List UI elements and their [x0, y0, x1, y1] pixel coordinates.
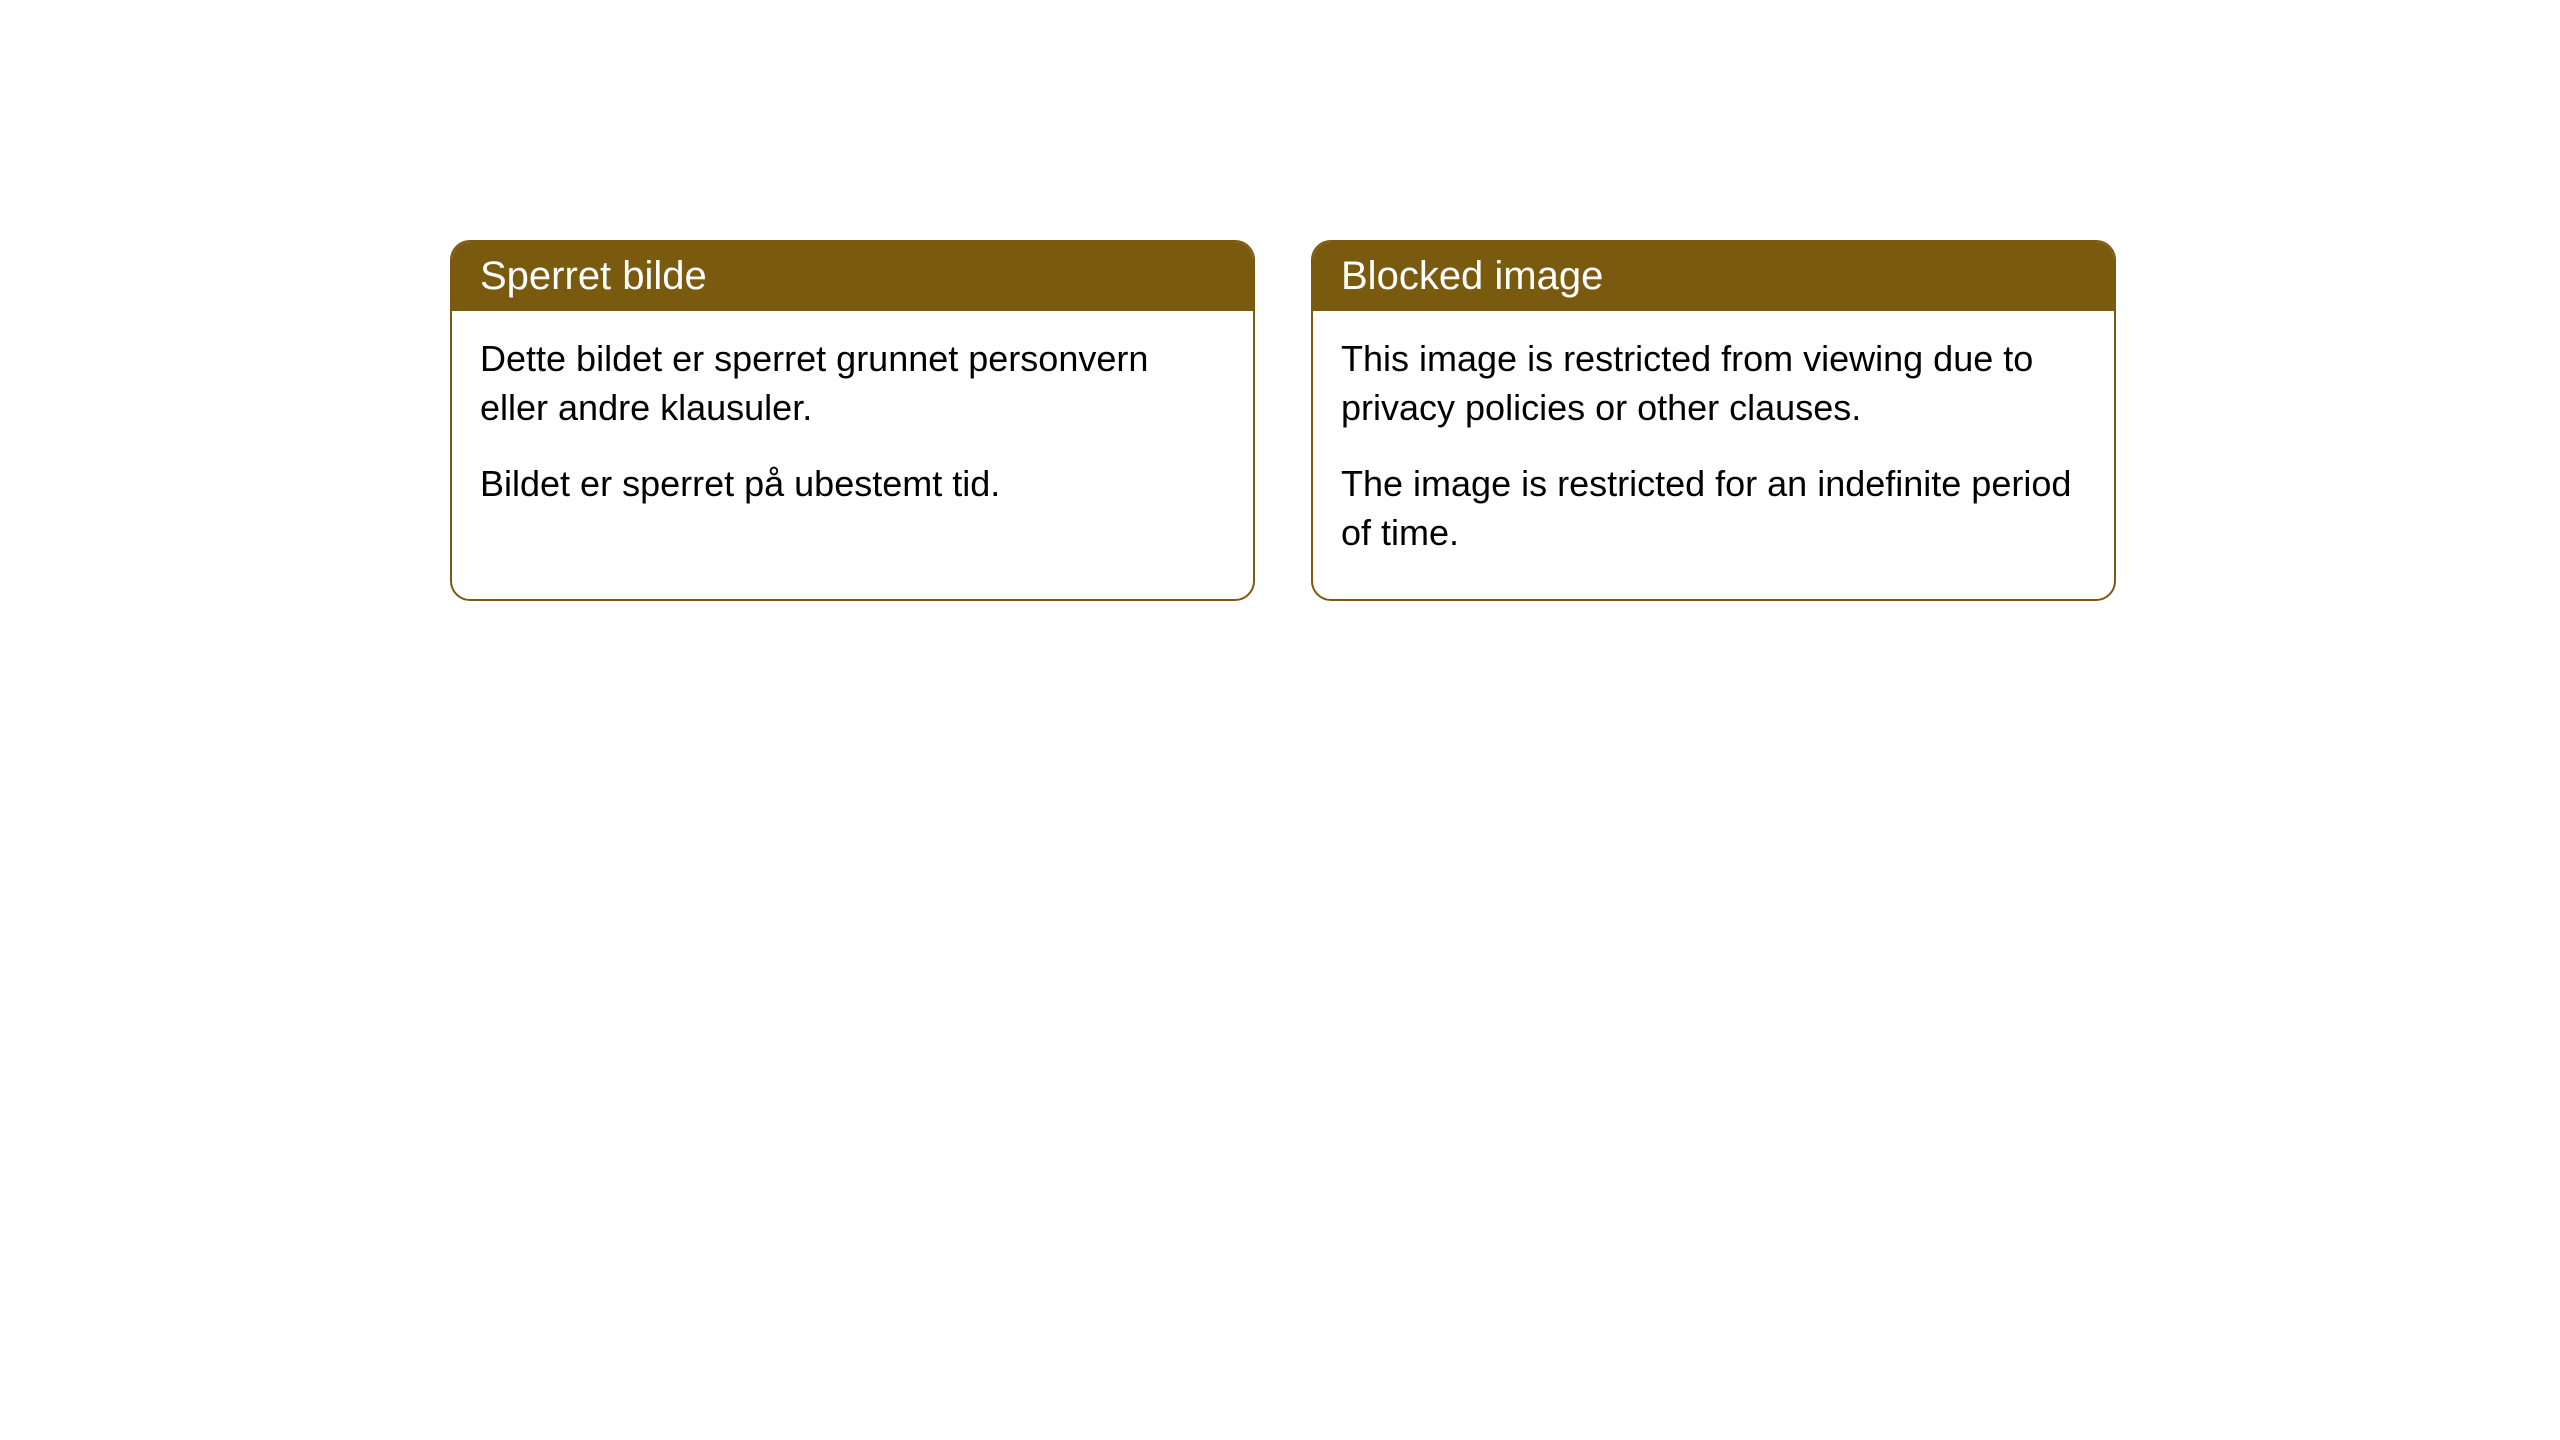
notice-card-norwegian: Sperret bilde Dette bildet er sperret gr…: [450, 240, 1255, 601]
notice-cards-container: Sperret bilde Dette bildet er sperret gr…: [450, 240, 2560, 601]
card-paragraph: The image is restricted for an indefinit…: [1341, 460, 2086, 557]
card-body: Dette bildet er sperret grunnet personve…: [452, 311, 1253, 551]
notice-card-english: Blocked image This image is restricted f…: [1311, 240, 2116, 601]
card-header: Sperret bilde: [452, 242, 1253, 311]
card-title: Sperret bilde: [480, 254, 707, 298]
card-header: Blocked image: [1313, 242, 2114, 311]
card-title: Blocked image: [1341, 254, 1603, 298]
card-body: This image is restricted from viewing du…: [1313, 311, 2114, 599]
card-paragraph: Dette bildet er sperret grunnet personve…: [480, 335, 1225, 432]
card-paragraph: This image is restricted from viewing du…: [1341, 335, 2086, 432]
card-paragraph: Bildet er sperret på ubestemt tid.: [480, 460, 1225, 509]
